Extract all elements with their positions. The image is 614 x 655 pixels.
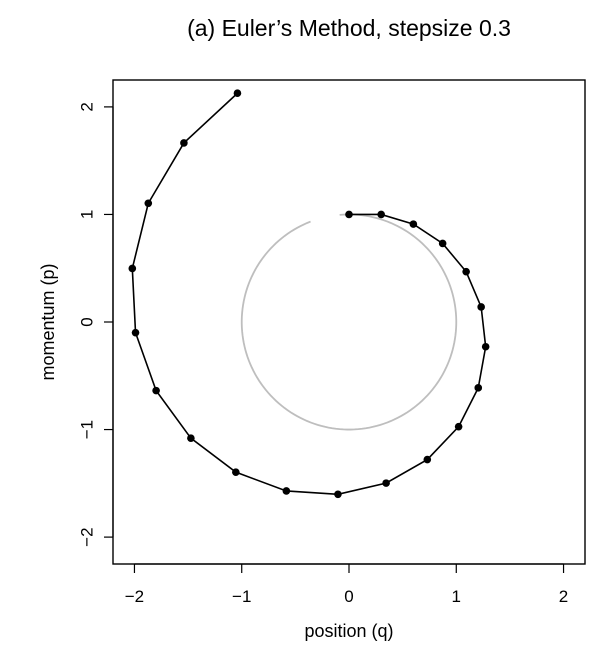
trajectory-point-18 — [144, 199, 153, 208]
trajectory-point-5 — [477, 303, 485, 311]
trajectory-point-10 — [382, 479, 390, 487]
trajectory-point-0 — [345, 210, 353, 219]
trajectory-point-6 — [481, 342, 490, 351]
x-tick-label-2: 0 — [344, 587, 353, 606]
trajectory-point-3 — [438, 239, 447, 248]
trajectory-point-4 — [462, 267, 470, 276]
y-tick-label-3: 1 — [77, 210, 96, 219]
trajectory-point-12 — [282, 487, 291, 495]
y-axis: −2 −1 0 1 2 — [77, 102, 114, 547]
trajectory-point-9 — [423, 455, 432, 464]
trajectory-point-2 — [409, 220, 418, 228]
x-tick-label-3: 1 — [452, 587, 461, 606]
y-tick-label-1: −1 — [77, 420, 96, 439]
trajectory-point-19 — [180, 139, 188, 147]
x-tick-label-1: −1 — [232, 587, 251, 606]
x-axis-label: position (q) — [304, 621, 393, 641]
trajectory-point-16 — [131, 328, 140, 337]
plot-area — [128, 89, 490, 499]
y-tick-label-0: −2 — [77, 527, 96, 546]
y-axis-label: momentum (p) — [38, 263, 58, 380]
trajectory-point-20 — [233, 89, 242, 98]
trajectory-point-14 — [187, 434, 195, 442]
x-tick-label-4: 2 — [559, 587, 568, 606]
chart-title: (a) Euler’s Method, stepsize 0.3 — [187, 15, 511, 41]
reference-circle — [240, 213, 458, 431]
trajectory-point-17 — [128, 264, 137, 273]
trajectory-point-8 — [454, 422, 463, 431]
x-axis: −2 −1 0 1 2 — [125, 563, 568, 606]
y-tick-label-2: 0 — [77, 317, 96, 326]
trajectory-point-11 — [334, 490, 342, 499]
y-tick-label-4: 2 — [77, 102, 96, 111]
trajectory-points — [128, 89, 490, 499]
trajectory-point-1 — [377, 210, 385, 219]
trajectory-point-15 — [152, 386, 160, 395]
trajectory-line — [131, 92, 487, 496]
x-tick-label-0: −2 — [125, 587, 144, 606]
trajectory-point-7 — [474, 384, 483, 392]
trajectory-point-13 — [232, 468, 240, 476]
